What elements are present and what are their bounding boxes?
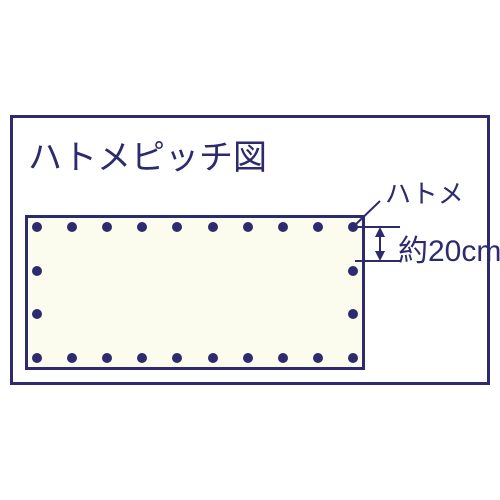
eyelet-icon bbox=[348, 353, 358, 363]
eyelet-icon bbox=[172, 353, 182, 363]
eyelet-icon bbox=[208, 222, 218, 232]
eyelet-icon bbox=[313, 353, 323, 363]
eyelet-icon bbox=[208, 353, 218, 363]
eyelet-icon bbox=[278, 353, 288, 363]
eyelet-icon bbox=[32, 309, 42, 319]
tarp-sheet bbox=[25, 215, 365, 370]
canvas: ハトメピッチ図 ハトメ 約20cm bbox=[0, 0, 500, 500]
eyelet-label: ハトメ bbox=[385, 174, 464, 211]
eyelet-icon bbox=[243, 353, 253, 363]
eyelet-icon bbox=[102, 353, 112, 363]
eyelet-icon bbox=[67, 353, 77, 363]
eyelet-icon bbox=[313, 222, 323, 232]
dim-arrow-shaft bbox=[379, 235, 381, 253]
eyelet-icon bbox=[137, 222, 147, 232]
eyelet-icon bbox=[278, 222, 288, 232]
eyelet-icon bbox=[243, 222, 253, 232]
eyelet-icon bbox=[32, 266, 42, 276]
eyelet-icon bbox=[172, 222, 182, 232]
eyelet-icon bbox=[67, 222, 77, 232]
eyelet-icon bbox=[348, 266, 358, 276]
eyelet-icon bbox=[32, 222, 42, 232]
diagram-title: ハトメピッチ図 bbox=[28, 130, 267, 179]
eyelet-icon bbox=[32, 353, 42, 363]
eyelet-icon bbox=[348, 309, 358, 319]
eyelet-icon bbox=[102, 222, 112, 232]
dim-pitch-label: 約20cm bbox=[398, 226, 500, 270]
eyelet-icon bbox=[137, 353, 147, 363]
